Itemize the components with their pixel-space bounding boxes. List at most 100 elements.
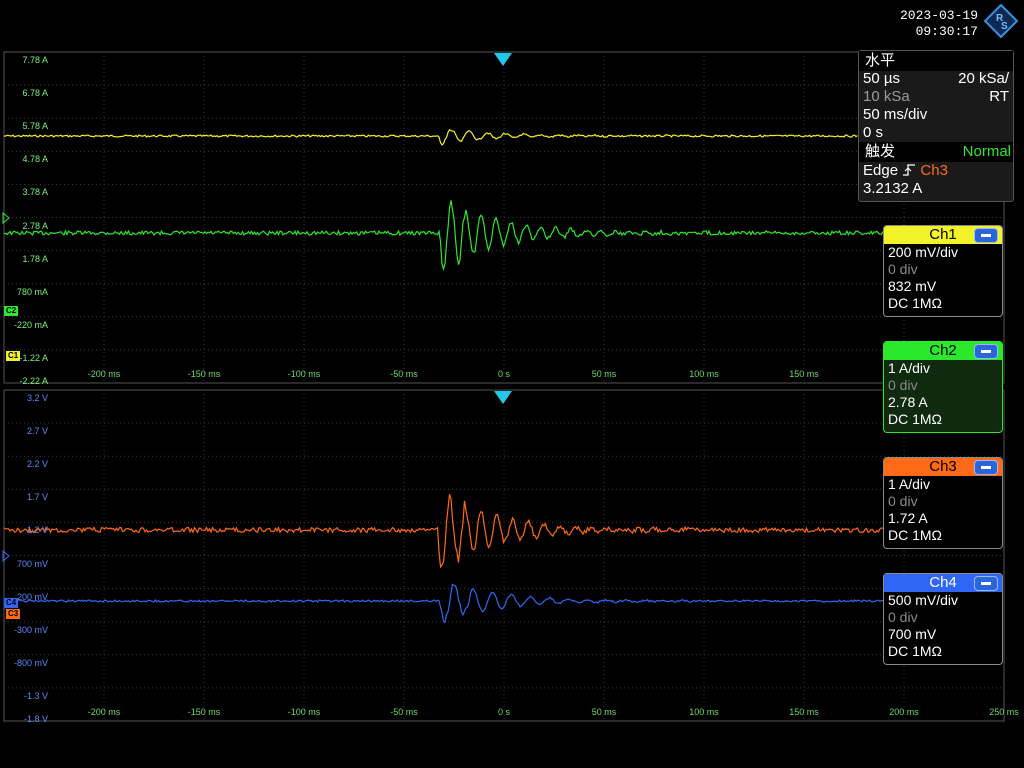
ch3-marker[interactable]: C3 [6, 609, 21, 619]
horizontal-trigger-panel[interactable]: 水平 50 µs 20 kSa/ 10 kSa RT 50 ms/div 0 s… [858, 50, 1014, 202]
bottom-x-label: 200 ms [889, 707, 919, 717]
horizontal-resolution-row: 50 µs 20 kSa/ [863, 70, 1009, 87]
ch3-title: Ch3 [929, 458, 957, 475]
bottom-y-label: 3.2 V [26, 393, 48, 403]
ch2-minimize-icon[interactable] [974, 344, 998, 359]
bottom-y-label: 2.7 V [26, 426, 48, 437]
bottom-trigger-position-icon[interactable] [494, 391, 512, 404]
ch4-scale: 500 mV/div [888, 592, 959, 608]
top-x-label: 100 ms [689, 369, 719, 379]
ch3-offset: 0 div [888, 493, 918, 509]
bottom-x-label: 100 ms [689, 707, 719, 717]
horizontal-acq-mode: RT [989, 88, 1009, 105]
bottom-y-label: -300 mV [13, 624, 48, 635]
ch1-offset: 0 div [888, 261, 918, 277]
ch1-minimize-icon[interactable] [974, 228, 998, 243]
horizontal-sample-rate: 20 kSa/ [958, 70, 1009, 87]
top-x-label: -150 ms [187, 369, 221, 379]
top-y-label: -220 mA [13, 319, 48, 330]
horizontal-time-scale: 50 ms/div [863, 106, 928, 123]
brand-logo-icon: R S [984, 4, 1018, 38]
ch4-waveform [3, 583, 884, 624]
bottom-y-label: 2.2 V [26, 459, 48, 470]
bottom-y-label: 700 mV [16, 558, 48, 569]
bottom-x-label: 50 ms [591, 707, 617, 717]
horizontal-position: 0 s [863, 124, 884, 141]
ch4-title: Ch4 [929, 574, 957, 591]
top-y-label: 6.78 A [22, 88, 48, 99]
top-y-label: 3.78 A [22, 187, 48, 198]
bottom-x-label: 0 s [497, 707, 511, 717]
bottom-y-label: -800 mV [13, 657, 48, 668]
svg-text:S: S [1001, 21, 1008, 32]
trigger-mode: Normal [962, 143, 1011, 160]
top-trigger-position-icon[interactable] [494, 53, 512, 66]
ch1-info-box[interactable]: Ch1 200 mV/div 0 div 832 mV DC 1MΩ [883, 225, 1003, 317]
ch3-position: 1.72 A [888, 510, 928, 526]
bottom-x-label: 250 ms [989, 707, 1019, 717]
ch4-minimize-icon[interactable] [974, 576, 998, 591]
ch1-scale: 200 mV/div [888, 244, 959, 260]
ch3-minimize-icon[interactable] [974, 460, 998, 475]
ch2-coupling: DC 1MΩ [888, 411, 943, 427]
bottom-x-label: 150 ms [789, 707, 819, 717]
bottom-y-label: -1.8 V [23, 714, 48, 724]
top-y-label: 780 mA [16, 286, 48, 297]
trigger-level: 3.2132 A [863, 180, 923, 197]
ch4-marker[interactable]: C4 [4, 598, 19, 608]
ch1-coupling: DC 1MΩ [888, 295, 943, 311]
top-diagram-grid [3, 51, 1005, 384]
horizontal-record-length: 10 kSa [863, 88, 910, 105]
top-y-label: -2.22 A [19, 376, 48, 386]
bottom-x-label: -200 ms [87, 707, 121, 717]
ch3-info-box[interactable]: Ch3 1 A/div 0 div 1.72 A DC 1MΩ [883, 457, 1003, 549]
ch3-scale: 1 A/div [888, 476, 931, 492]
rising-edge-icon [903, 164, 916, 176]
top-y-label: 5.78 A [22, 121, 48, 132]
top-x-label: -200 ms [87, 369, 121, 379]
top-x-label: 150 ms [789, 369, 819, 379]
bottom-diagram-grid [3, 389, 1005, 722]
ch1-title: Ch1 [929, 226, 957, 243]
bottom-y-label: 1.2 V [26, 525, 48, 536]
trigger-source: Ch3 [920, 162, 948, 179]
bottom-x-label: -50 ms [390, 707, 418, 717]
ch4-level-arrow-icon[interactable] [2, 549, 10, 563]
clock-time: 09:30:17 [915, 24, 978, 39]
top-x-label: 50 ms [591, 369, 617, 379]
top-x-label: -50 ms [390, 369, 418, 379]
trigger-type-row: Edge Ch3 [863, 162, 1009, 179]
ch3-coupling: DC 1MΩ [888, 527, 943, 543]
top-y-label: -1.22 A [19, 352, 48, 363]
ch4-offset: 0 div [888, 609, 918, 625]
clock-date: 2023-03-19 [899, 8, 978, 23]
ch2-position: 2.78 A [888, 394, 928, 410]
ch4-info-box[interactable]: Ch4 500 mV/div 0 div 700 mV DC 1MΩ [883, 573, 1003, 665]
ch4-position: 700 mV [888, 626, 937, 642]
svg-text:R: R [996, 13, 1004, 24]
ch1-position: 832 mV [888, 278, 937, 294]
bottom-y-label: 1.7 V [26, 492, 48, 503]
bottom-y-label: -1.3 V [23, 690, 48, 701]
horizontal-heading: 水平 [859, 51, 1013, 71]
trigger-heading: 触发 [865, 143, 896, 160]
top-y-label: 7.78 A [22, 55, 48, 65]
ch2-offset: 0 div [888, 377, 918, 393]
ch2-level-arrow-icon[interactable] [2, 211, 10, 225]
ch2-scale: 1 A/div [888, 360, 931, 376]
top-y-label: 1.78 A [22, 253, 48, 264]
bottom-x-label: -100 ms [287, 707, 321, 717]
horizontal-resolution: 50 µs [863, 70, 900, 87]
ch4-coupling: DC 1MΩ [888, 643, 943, 659]
ch1-marker[interactable]: C1 [6, 351, 21, 361]
trigger-heading-row: 触发 Normal [859, 142, 1013, 162]
horizontal-points-row: 10 kSa RT [863, 88, 1009, 105]
ch2-info-box[interactable]: Ch2 1 A/div 0 div 2.78 A DC 1MΩ [883, 341, 1003, 433]
ch2-marker[interactable]: C2 [4, 306, 19, 316]
clock: 2023-03-19 09:30:17 [900, 8, 978, 40]
top-x-label: -100 ms [287, 369, 321, 379]
top-y-label: 2.78 A [22, 220, 48, 231]
ch1-waveform [3, 128, 858, 146]
ch2-waveform [3, 200, 884, 272]
